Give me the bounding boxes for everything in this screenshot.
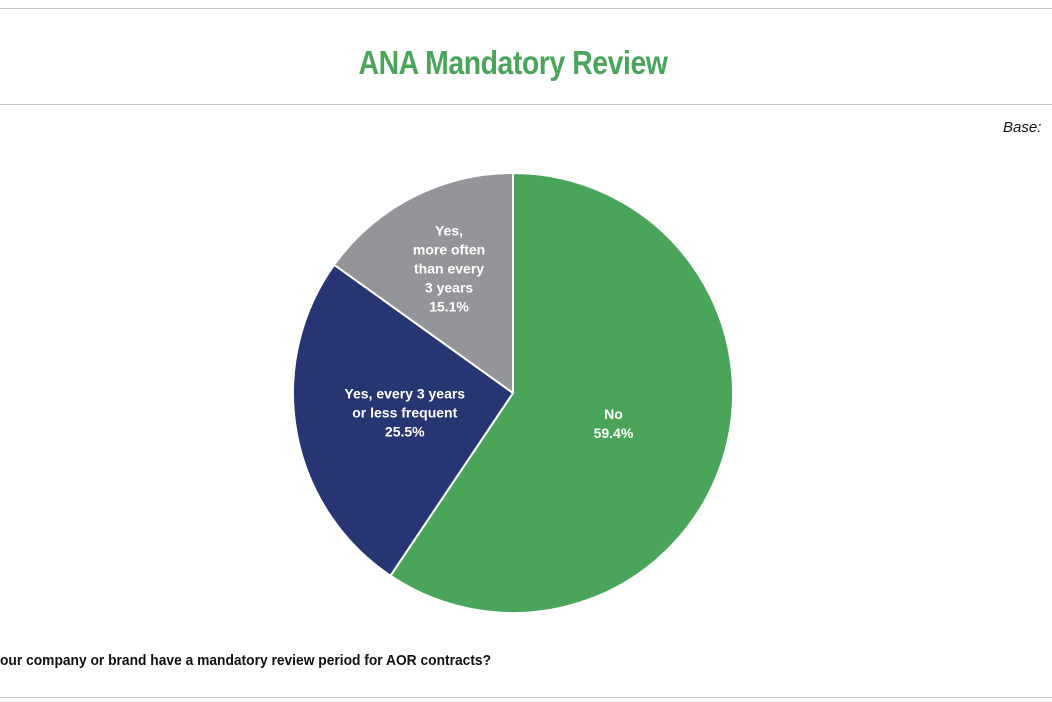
pie-labels: No 59.4% Yes, every 3 years or less frequen… [344,222,633,441]
slice-label: Yes, more often than every 3 years 15.1% [413,222,485,314]
chart-title: ANA Mandatory Review [358,44,668,81]
survey-question: our company or brand have a mandatory re… [0,652,492,669]
bottom-rule [0,697,1052,698]
pie-slice [389,172,734,614]
pie-slice [292,263,514,577]
slice-value-label: 59.4% [594,425,634,441]
slice-value-label: 25.5% [385,424,425,440]
base-label: Base: [1003,119,1042,136]
slice-label-line: No [604,406,623,422]
slice-label-line: than every [414,260,484,276]
slice-label: No 59.4% [594,406,634,441]
pie-slice [333,172,514,394]
pie-slices [292,172,734,614]
slice-label-line: or less frequent [352,405,457,421]
slice-label-line: 3 years [425,279,473,295]
title-divider [0,104,1052,105]
top-rule [0,8,1052,9]
slice-label-line: Yes, [435,222,463,238]
slice-label-line: Yes, every 3 years [344,386,465,402]
slice-value-label: 15.1% [429,298,469,314]
slice-label-line: more often [413,241,485,257]
slice-label: Yes, every 3 years or less frequent 25.5% [344,386,465,440]
